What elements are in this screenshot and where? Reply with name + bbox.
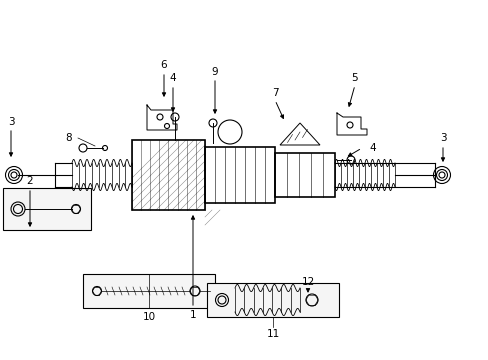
Text: 3: 3 [439, 133, 446, 143]
Circle shape [433, 166, 449, 184]
Text: 9: 9 [211, 67, 218, 77]
Bar [204, 147, 274, 203]
Bar [206, 283, 338, 317]
Text: 5: 5 [351, 73, 358, 83]
Bar [3, 188, 91, 230]
Circle shape [215, 293, 228, 306]
Text: 7: 7 [271, 88, 278, 98]
Text: 8: 8 [65, 133, 72, 143]
Bar [132, 140, 204, 210]
Text: 11: 11 [266, 329, 279, 339]
Bar [274, 153, 334, 197]
Text: 2: 2 [27, 176, 33, 186]
Text: 1: 1 [189, 310, 196, 320]
Text: 4: 4 [368, 143, 375, 153]
Circle shape [11, 202, 25, 216]
Polygon shape [280, 123, 319, 145]
Text: 10: 10 [142, 312, 155, 322]
Text: 3: 3 [8, 117, 14, 127]
Text: 12: 12 [301, 277, 314, 287]
Bar [83, 274, 215, 308]
Text: 6: 6 [161, 60, 167, 70]
Text: 4: 4 [169, 73, 176, 83]
Circle shape [5, 166, 22, 184]
Circle shape [218, 120, 242, 144]
